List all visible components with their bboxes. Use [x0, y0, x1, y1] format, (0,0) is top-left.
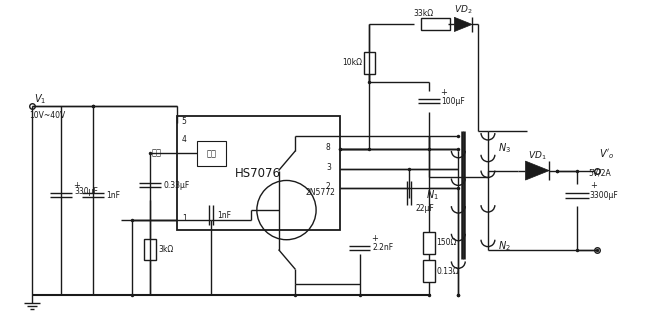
Bar: [364, 52, 375, 74]
Bar: [196, 141, 226, 165]
Text: $V'_o$: $V'_o$: [599, 147, 614, 161]
Text: 22μF: 22μF: [416, 204, 435, 213]
Text: 1nF: 1nF: [217, 211, 231, 219]
Text: 0.13Ω: 0.13Ω: [437, 267, 459, 276]
Text: $VD_1$: $VD_1$: [528, 150, 547, 162]
Text: 330μF: 330μF: [74, 187, 98, 196]
Text: +: +: [371, 234, 378, 243]
Text: HS7076: HS7076: [235, 166, 281, 180]
Bar: [422, 261, 435, 282]
Polygon shape: [526, 161, 549, 180]
Text: 5V/2A: 5V/2A: [588, 168, 612, 178]
Text: 3300μF: 3300μF: [590, 191, 618, 200]
Text: 10kΩ: 10kΩ: [341, 59, 362, 67]
Text: 0.33μF: 0.33μF: [163, 181, 189, 190]
Text: $V_1$: $V_1$: [34, 92, 46, 106]
Bar: [145, 239, 156, 261]
Text: $N_3$: $N_3$: [498, 141, 511, 155]
Text: 外壳: 外壳: [152, 149, 162, 158]
Text: +: +: [441, 88, 447, 96]
Text: 3: 3: [326, 163, 331, 172]
Text: 100μF: 100μF: [441, 97, 465, 106]
Bar: [422, 232, 435, 254]
Text: 2: 2: [326, 182, 330, 191]
Text: 33kΩ: 33kΩ: [413, 9, 434, 17]
Bar: [421, 18, 450, 30]
Text: 3kΩ: 3kΩ: [158, 245, 173, 254]
Text: $N_1$: $N_1$: [426, 189, 439, 202]
Text: $N_2$: $N_2$: [498, 240, 511, 253]
Polygon shape: [454, 17, 472, 32]
Text: 外壳: 外壳: [207, 149, 216, 158]
Text: 5: 5: [182, 117, 187, 126]
Bar: [177, 116, 340, 230]
Text: $VD_2$: $VD_2$: [454, 4, 472, 16]
Text: +: +: [590, 181, 597, 190]
Text: 2N5772: 2N5772: [305, 188, 335, 197]
Text: 1: 1: [182, 214, 187, 223]
Text: 8: 8: [326, 143, 330, 152]
Text: 150Ω: 150Ω: [437, 238, 457, 247]
Text: +: +: [73, 181, 80, 190]
Text: 1nF: 1nF: [106, 191, 120, 200]
Text: 10V~40V: 10V~40V: [30, 111, 66, 120]
Text: 4: 4: [182, 135, 187, 144]
Text: 2.2nF: 2.2nF: [373, 243, 393, 252]
